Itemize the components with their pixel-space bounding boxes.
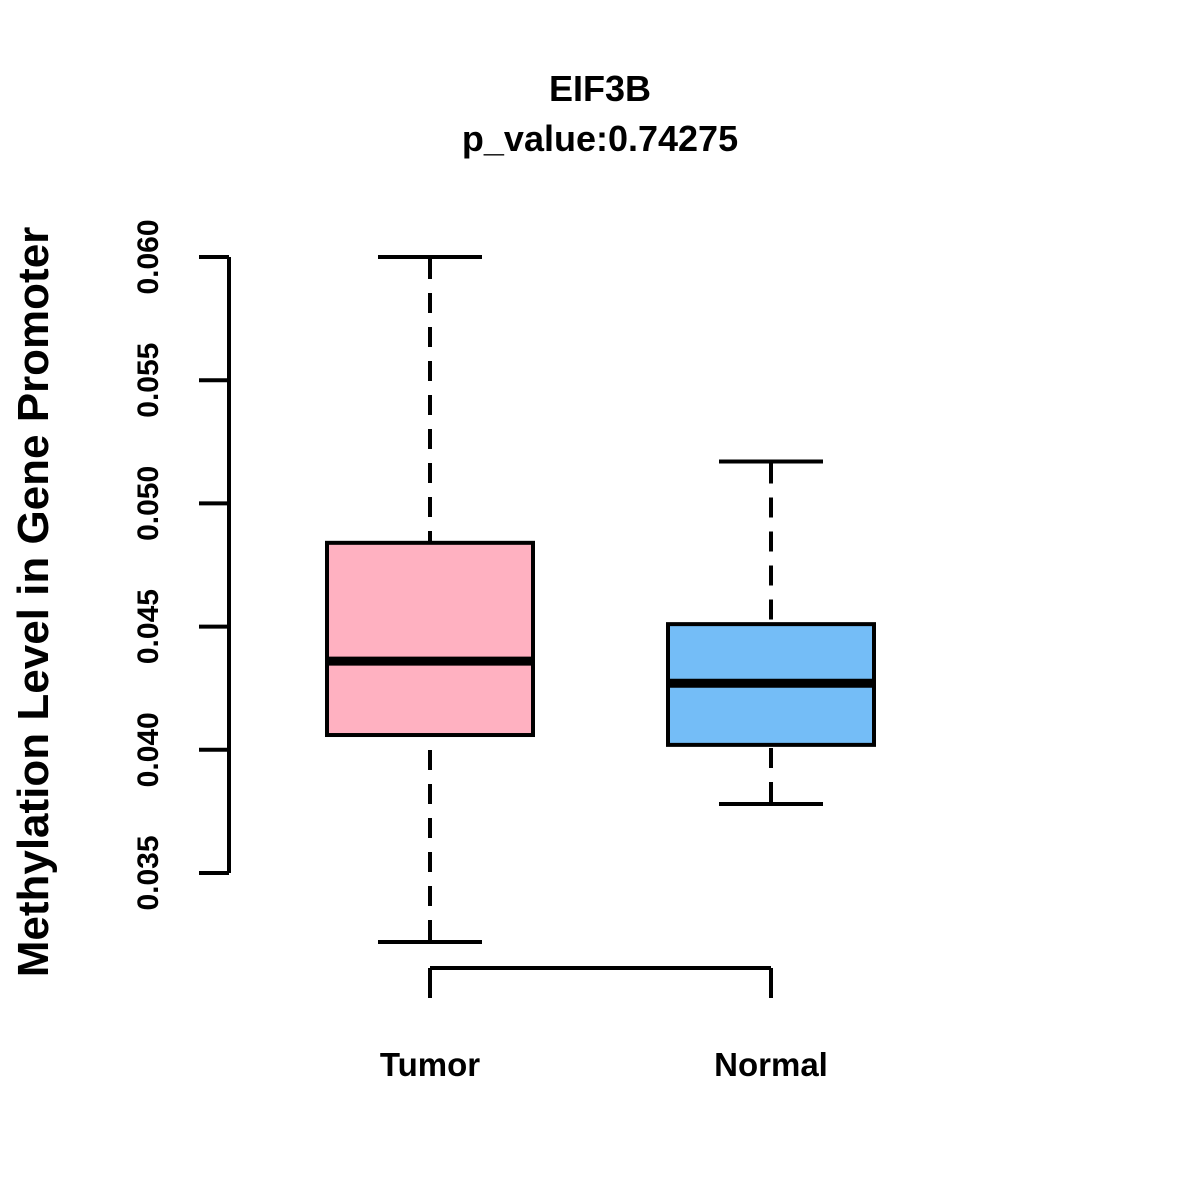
x-axis bbox=[428, 966, 773, 998]
y-axis-tick-label: 0.045 bbox=[132, 589, 165, 664]
y-axis-tick-label: 0.055 bbox=[132, 343, 165, 418]
y-axis-tick-label: 0.060 bbox=[132, 219, 165, 294]
y-axis-label: Methylation Level in Gene Promoter bbox=[9, 227, 58, 978]
normal-boxplot: Normal bbox=[666, 459, 876, 1083]
y-axis-tick-label: 0.040 bbox=[132, 712, 165, 787]
chart-subtitle: p_value:0.74275 bbox=[462, 118, 738, 159]
y-axis-tick-label: 0.035 bbox=[132, 835, 165, 910]
x-category-label: Tumor bbox=[380, 1046, 480, 1083]
y-axis-tick-label: 0.050 bbox=[132, 466, 165, 541]
chart-title: EIF3B bbox=[549, 68, 651, 109]
boxplot-groups: Tumor Normal bbox=[325, 255, 876, 1083]
y-axis: 0.035 0.040 0.045 0.050 0.055 0.060 bbox=[132, 219, 231, 911]
x-category-label: Normal bbox=[714, 1046, 828, 1083]
iqr-box bbox=[325, 540, 535, 738]
tumor-boxplot: Tumor bbox=[325, 255, 535, 1083]
